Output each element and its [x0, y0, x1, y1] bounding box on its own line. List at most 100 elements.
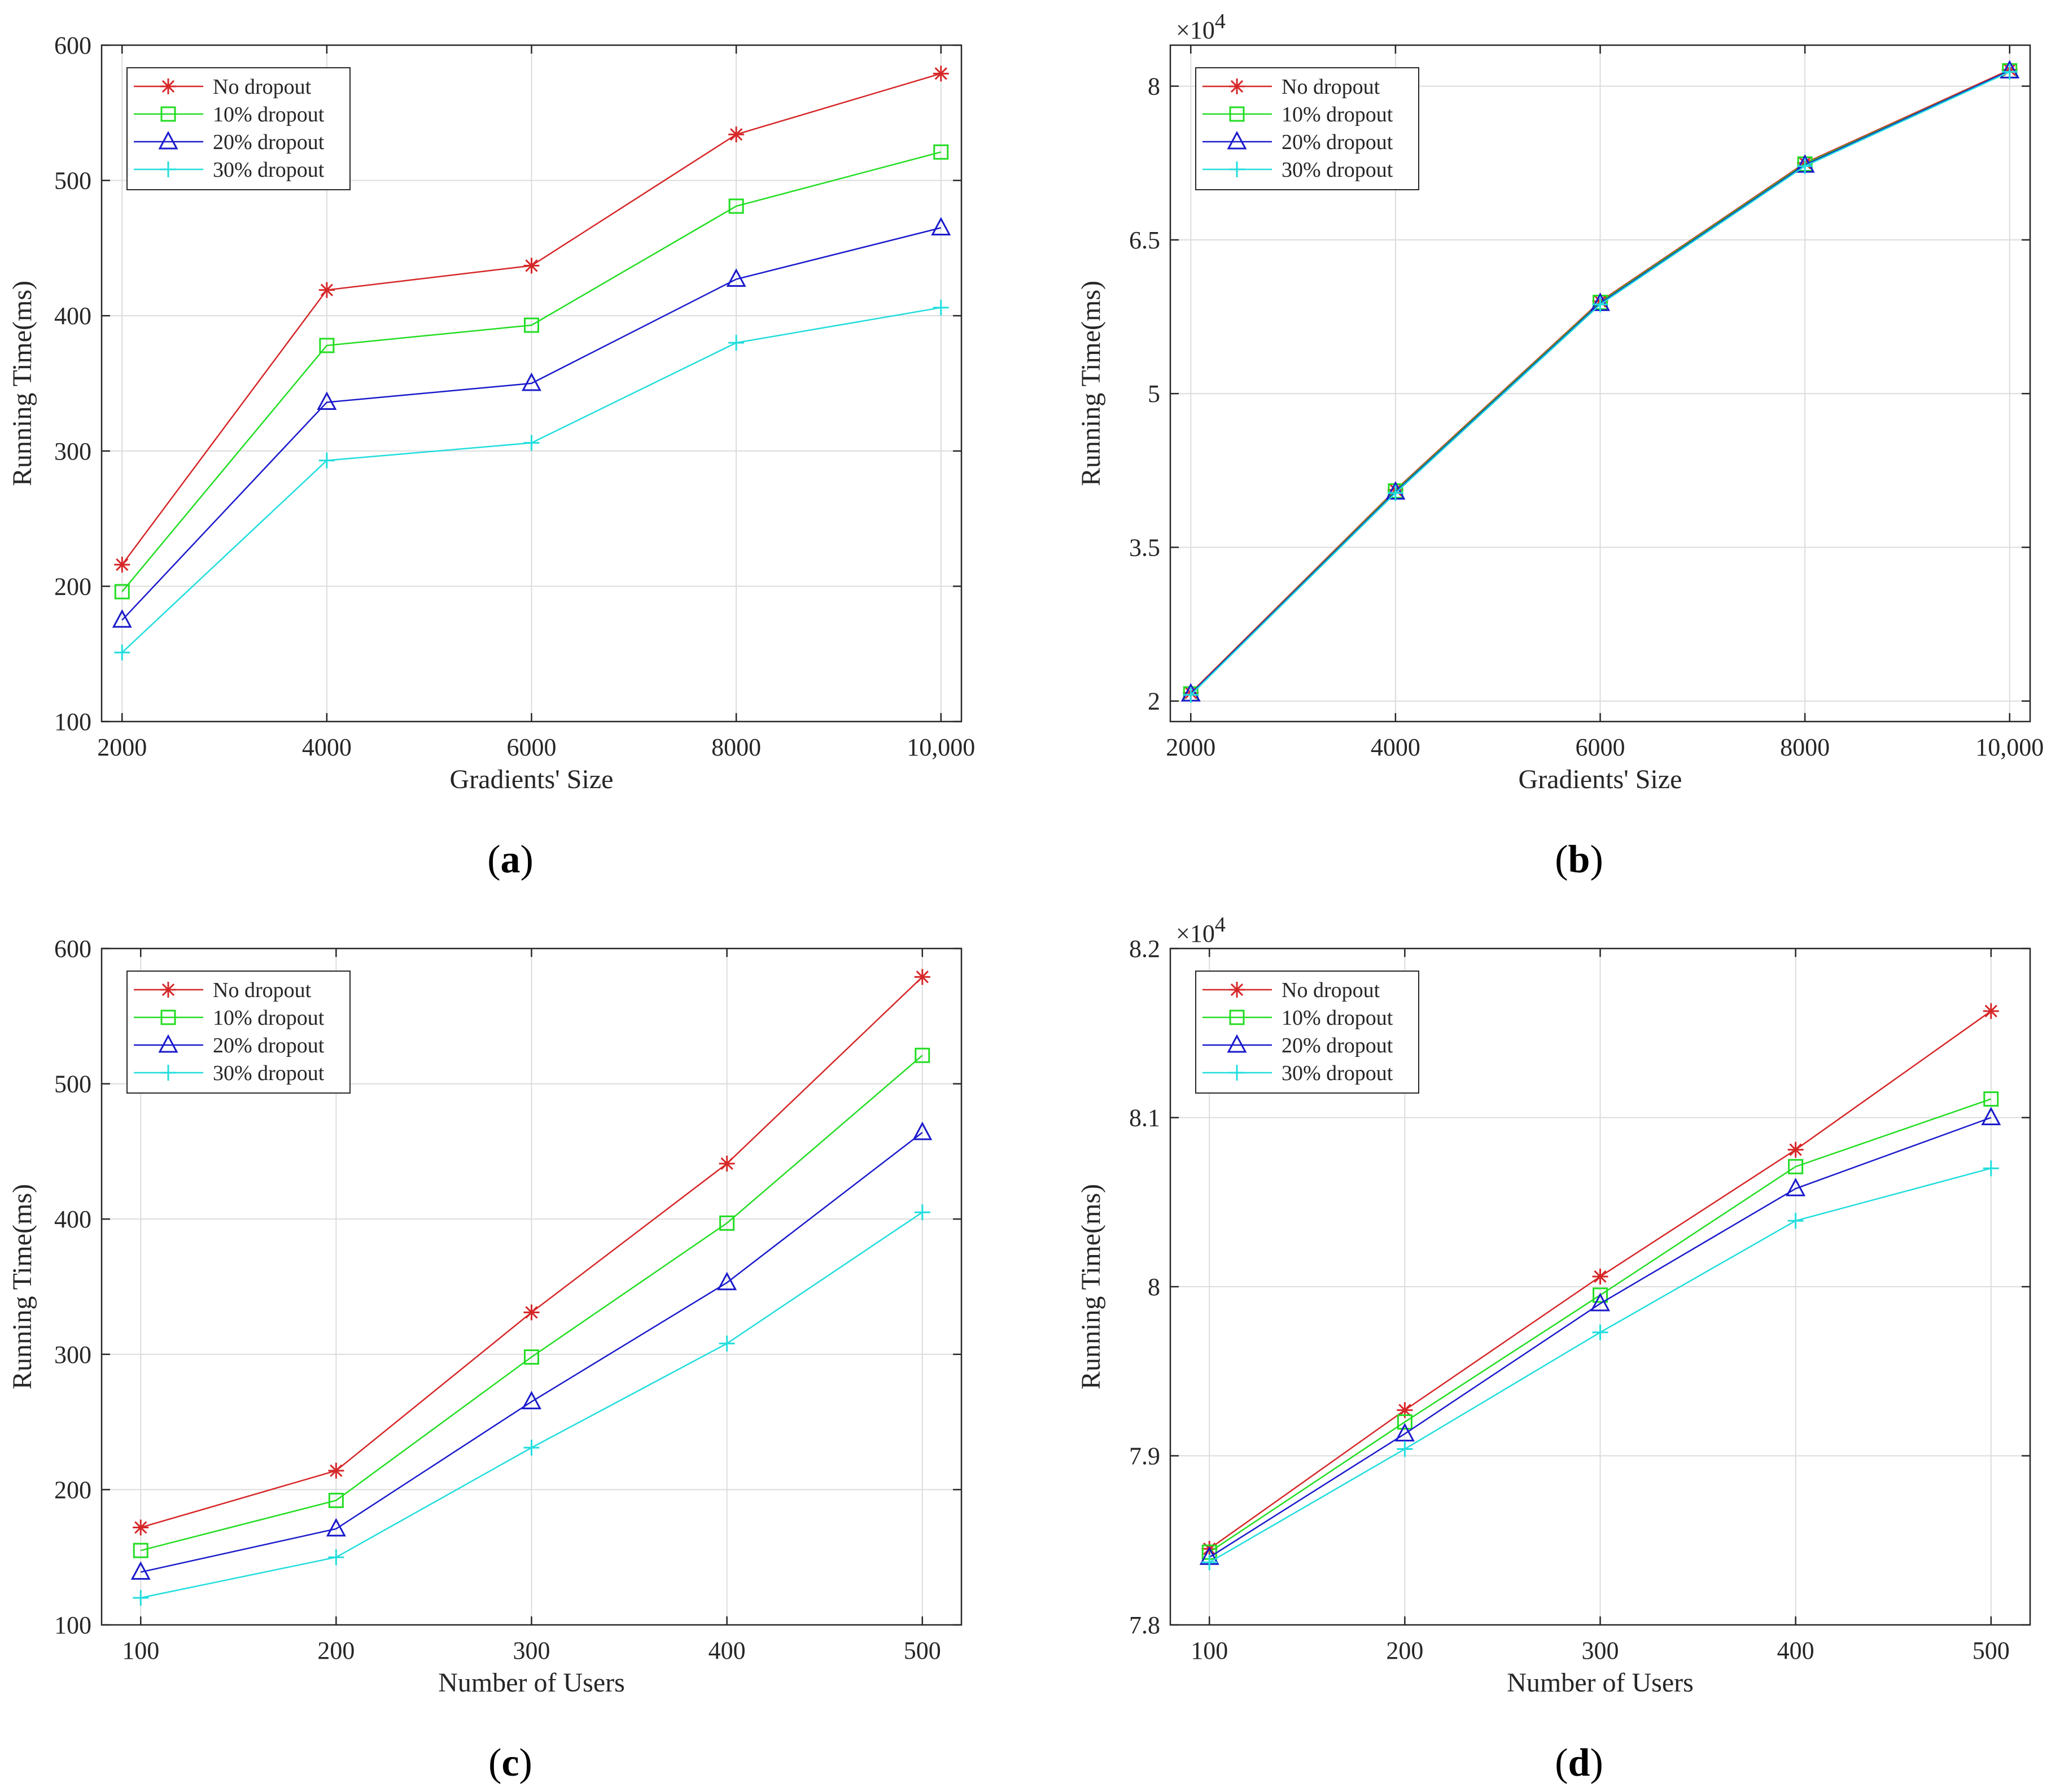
legend-label: 10% dropout [213, 1006, 325, 1030]
data-point [133, 1590, 149, 1606]
legend-marker [158, 130, 178, 150]
data-point [1788, 1159, 1804, 1174]
series-line-2 [121, 227, 942, 621]
x-tick-label: 500 [904, 1637, 941, 1664]
legend-marker [1229, 1009, 1245, 1025]
y-tick-label: 300 [54, 438, 91, 465]
data-point [1183, 687, 1199, 703]
data-point [1787, 1142, 1804, 1158]
legend-marker [1229, 982, 1245, 998]
x-tick-label: 300 [1582, 1637, 1619, 1664]
y-axis-label: Running Time(ms) [7, 1184, 37, 1389]
data-point [523, 435, 540, 451]
data-point [728, 198, 744, 214]
x-tick-label: 400 [1777, 1637, 1814, 1664]
data-point [931, 217, 951, 235]
data-point [719, 1215, 735, 1231]
data-point [318, 282, 335, 298]
data-point [1387, 485, 1403, 501]
y-tick-label: 7.8 [1129, 1611, 1160, 1639]
chart-panel-d: 100 200 300 400 500 7.8 7.9 8 8.1 8.2 ×104 Number o… [1076, 913, 2031, 1785]
legend-label: No dropout [213, 75, 312, 99]
legend-marker [160, 1009, 176, 1025]
data-point [1786, 1178, 1806, 1196]
data-point [112, 609, 132, 628]
y-tick-label: 7.9 [1129, 1443, 1160, 1470]
y-tick-label: 3.5 [1129, 534, 1160, 561]
data-point [133, 1519, 149, 1536]
y-tick-label: 8.2 [1129, 935, 1160, 963]
x-axis-label: Gradients' Size [450, 764, 614, 794]
data-point [133, 1542, 148, 1558]
data-point [719, 1335, 735, 1352]
data-point [1397, 1414, 1412, 1430]
legend-marker [1229, 78, 1245, 94]
data-point [1397, 1402, 1413, 1418]
data-point [328, 1493, 344, 1509]
series-line-2 [140, 1131, 923, 1573]
x-tick-label: 2000 [97, 733, 147, 761]
data-point [326, 1518, 346, 1537]
data-point [1592, 296, 1608, 313]
data-point [912, 1121, 933, 1140]
x-tick-label: 8000 [1780, 733, 1830, 761]
legend-marker [1229, 161, 1245, 177]
panel-caption: (d) [1555, 1741, 1603, 1785]
y-exponent-label: ×104 [1176, 10, 1226, 44]
legend-marker [160, 982, 176, 998]
data-point [521, 372, 542, 391]
data-point [317, 391, 337, 410]
legend-marker [160, 106, 176, 122]
legend-label: 20% dropout [1282, 1034, 1393, 1057]
y-tick-label: 6.5 [1129, 226, 1160, 254]
data-point [933, 144, 949, 160]
data-point [114, 584, 130, 600]
y-tick-label: 200 [54, 572, 91, 600]
x-tick-label: 4000 [302, 733, 352, 761]
y-tick-label: 5 [1148, 380, 1160, 408]
legend-label: 30% dropout [1282, 158, 1393, 182]
data-point [1592, 1324, 1608, 1340]
legend-label: 10% dropout [1282, 103, 1393, 126]
data-point [914, 969, 930, 985]
y-tick-label: 500 [54, 1070, 91, 1098]
x-axis-label: Number of Users [438, 1668, 625, 1698]
x-tick-label: 10,000 [1975, 733, 2044, 761]
chart-panel-a: 2000 4000 6000 8000 10,000 100 200 300 400 500 600… [7, 32, 975, 881]
legend-label: 30% dropout [213, 1061, 325, 1085]
legend-marker [1229, 106, 1245, 122]
y-tick-label: 8.1 [1129, 1104, 1160, 1132]
y-tick-label: 400 [54, 1205, 91, 1233]
y-exponent-power: 4 [1215, 913, 1226, 937]
y-tick-label: 100 [54, 708, 91, 736]
y-tick-label: 200 [54, 1476, 91, 1503]
data-point [728, 335, 745, 351]
series-line-2 [1209, 1117, 1992, 1558]
legend-label: 30% dropout [213, 158, 325, 182]
x-tick-label: 100 [122, 1637, 159, 1664]
data-point [328, 1549, 344, 1566]
x-axis-label: Number of Users [1507, 1668, 1694, 1698]
data-point [933, 299, 949, 316]
data-point [1787, 1213, 1804, 1229]
data-point [328, 1462, 344, 1479]
data-point [318, 452, 335, 469]
legend-label: 20% dropout [213, 1034, 325, 1057]
y-tick-label: 500 [54, 167, 91, 195]
data-point [130, 1561, 151, 1580]
x-tick-label: 10,000 [907, 733, 975, 761]
y-exponent-power: 4 [1215, 10, 1226, 33]
chart-panel-c: 100 200 300 400 500 100 200 300 400 500 600 Number … [7, 935, 963, 1785]
panel-caption-letter: b [1568, 838, 1590, 881]
data-point [319, 338, 335, 353]
panel-caption-letter: a [501, 838, 521, 881]
x-tick-label: 100 [1191, 1637, 1228, 1664]
y-tick-label: 300 [54, 1341, 91, 1369]
data-point [1394, 1423, 1415, 1442]
legend-marker [1227, 1034, 1247, 1053]
y-exponent-label: ×104 [1176, 913, 1226, 947]
y-tick-label: 8 [1148, 73, 1160, 100]
y-tick-label: 8 [1148, 1273, 1160, 1301]
legend-label: 20% dropout [213, 130, 325, 154]
data-point [728, 126, 745, 143]
